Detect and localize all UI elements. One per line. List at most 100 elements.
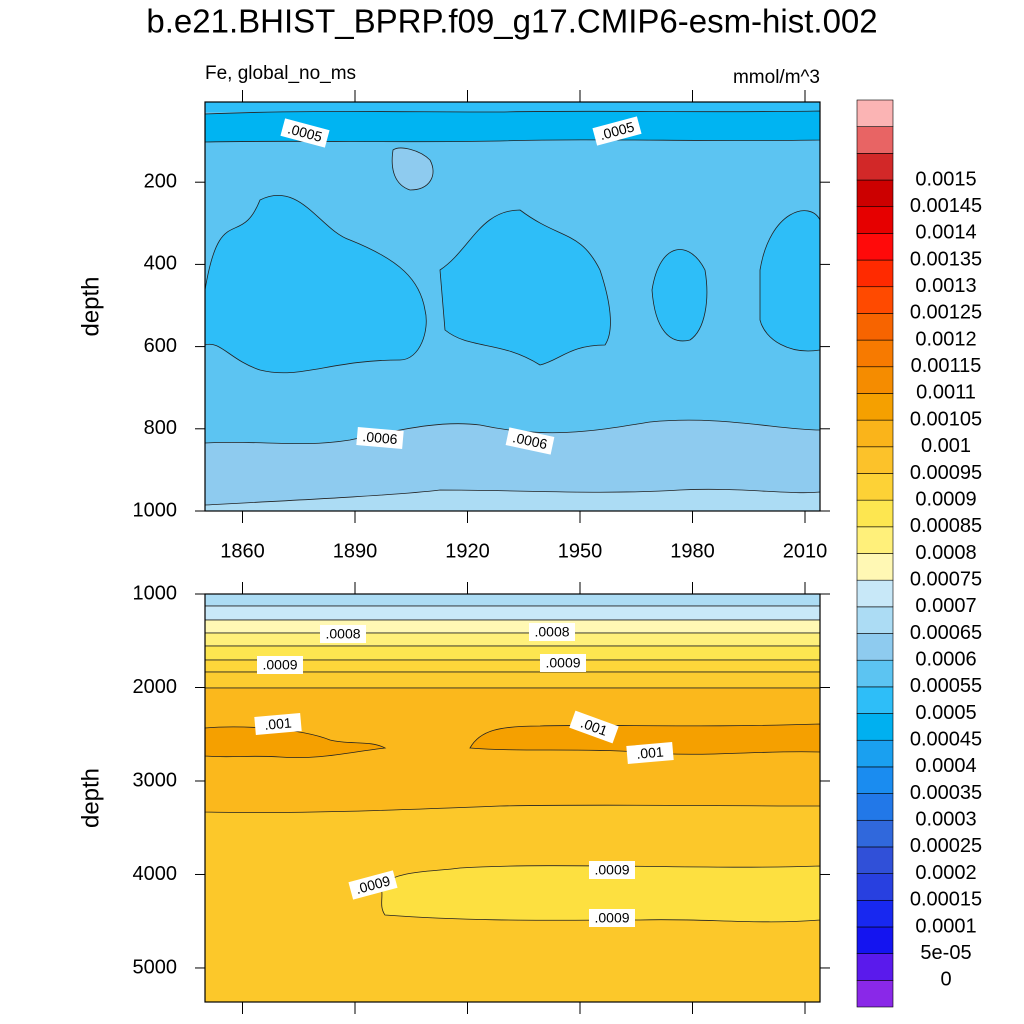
subtitle-left: Fe, global_no_ms: [205, 63, 356, 84]
contour-label-text: .001: [264, 715, 293, 733]
contour-label-box: [505, 427, 555, 455]
field-region: [204, 488, 821, 512]
colorbar-box: [856, 793, 894, 821]
colorbar-label: 0.00075: [910, 568, 982, 590]
plot-frame: [204, 101, 821, 512]
colorbar-label: 0.00105: [910, 408, 982, 430]
field-band: [205, 102, 820, 112]
field-region: [204, 687, 821, 813]
y-tick-label: 200: [144, 170, 177, 192]
contour-label-box: [592, 116, 642, 146]
contour-label-text: .0009: [545, 655, 580, 671]
colorbar-box: [856, 953, 894, 981]
colorbar-box: [856, 179, 894, 208]
colorbar-label: 0.0015: [915, 168, 976, 190]
colorbar-box: [856, 259, 894, 288]
contour-label: .0009: [257, 656, 303, 674]
colorbar-box: [856, 713, 894, 741]
colorbar-box: [856, 206, 894, 234]
colorbar-label: 0.0004: [915, 755, 976, 777]
colorbar-label: 0.0008: [915, 542, 976, 564]
contour-label-box: [529, 623, 575, 641]
colorbar-box: [856, 899, 894, 928]
colorbar-box: [856, 739, 894, 768]
contour-label: .0006: [505, 427, 555, 455]
colorbar-box: [856, 633, 894, 661]
x-tick-label: 1950: [558, 540, 603, 562]
field-region: [439, 209, 611, 366]
colorbar-box: [856, 419, 894, 448]
colorbar-label: 0: [940, 969, 951, 991]
field-region: [391, 147, 434, 191]
contour-label: .0008: [320, 625, 366, 643]
bottom-field: [204, 593, 821, 1002]
colorbar-label: 0.00115: [911, 355, 982, 377]
contour-label-text: .001: [636, 744, 665, 762]
colorbar-box: [856, 846, 894, 874]
contour-label-text: .0008: [534, 624, 569, 640]
colorbar-label: 0.0013: [915, 275, 976, 297]
colorbar-box: [856, 526, 894, 554]
contour-label: .0009: [589, 909, 635, 927]
y-tick-label: 3000: [133, 769, 178, 791]
y-axis-label: depth: [77, 768, 104, 828]
field-band: [204, 632, 821, 647]
contour-label-text: .0009: [594, 910, 629, 926]
field-band: [204, 619, 821, 634]
contour-label: .0008: [529, 623, 575, 641]
chart-title: b.e21.BHIST_BPRP.f09_g17.CMIP6-esm-hist.…: [146, 3, 877, 40]
field-band: [204, 671, 821, 689]
colorbar-box: [856, 153, 894, 181]
colorbar-box: [856, 126, 894, 154]
y-tick-label: 4000: [133, 863, 178, 885]
y-axis-label: depth: [77, 276, 104, 336]
x-tick-label: 2010: [783, 540, 828, 562]
contour-label-box: [626, 742, 674, 764]
y-tick-label: 5000: [133, 956, 178, 978]
contour-label-box: [589, 909, 635, 927]
contour-label-text: .0006: [362, 428, 399, 447]
colorbar-box: [856, 926, 894, 954]
colorbar-label: 0.00135: [910, 248, 982, 270]
colorbar-label: 0.0011: [916, 382, 976, 404]
colorbar-box: [856, 686, 894, 714]
colorbar-label: 0.00095: [910, 462, 982, 484]
colorbar-box: [856, 313, 894, 341]
plot-frame: [204, 593, 821, 1003]
colorbar-box: [856, 286, 894, 314]
colorbar-label: 0.001: [921, 435, 971, 457]
colorbar-label: 0.00125: [910, 302, 982, 324]
contour-label: .001: [626, 742, 674, 764]
colorbar-label: 0.00055: [910, 675, 982, 697]
y-tick-label: 800: [144, 417, 177, 439]
x-tick-label: 1860: [220, 540, 265, 562]
colorbar-label: 0.00085: [910, 515, 982, 537]
field-band: [204, 605, 821, 621]
contour-label-text: .0006: [511, 429, 549, 452]
colorbar-box: [856, 339, 894, 368]
colorbar-label: 0.0014: [915, 222, 976, 244]
colorbar-label: 0.0002: [915, 862, 976, 884]
colorbar-box: [856, 393, 894, 421]
y-tick-label: 2000: [133, 676, 178, 698]
contour-label-text: .0009: [594, 862, 629, 878]
colorbar-box: [856, 819, 894, 848]
contour-label-box: [569, 710, 619, 744]
contour-label-box: [589, 861, 635, 879]
colorbar-box: [856, 766, 894, 794]
colorbar-label: 0.00045: [910, 729, 982, 751]
colorbar-label: 0.0001: [915, 915, 976, 937]
colorbar-label: 0.00065: [910, 622, 982, 644]
contour-label: .001: [254, 713, 302, 735]
colorbar-box: [856, 99, 894, 127]
colorbar-label: 0.0009: [915, 488, 976, 510]
colorbar-box: [856, 606, 894, 634]
y-tick-label: 600: [144, 335, 177, 357]
top-field: [204, 102, 821, 512]
contour-label-text: .0008: [325, 626, 360, 642]
field-band: [204, 593, 821, 607]
y-tick-label: 1000: [133, 499, 178, 521]
colorbar-box: [856, 366, 894, 394]
x-tick-label: 1890: [333, 540, 378, 562]
